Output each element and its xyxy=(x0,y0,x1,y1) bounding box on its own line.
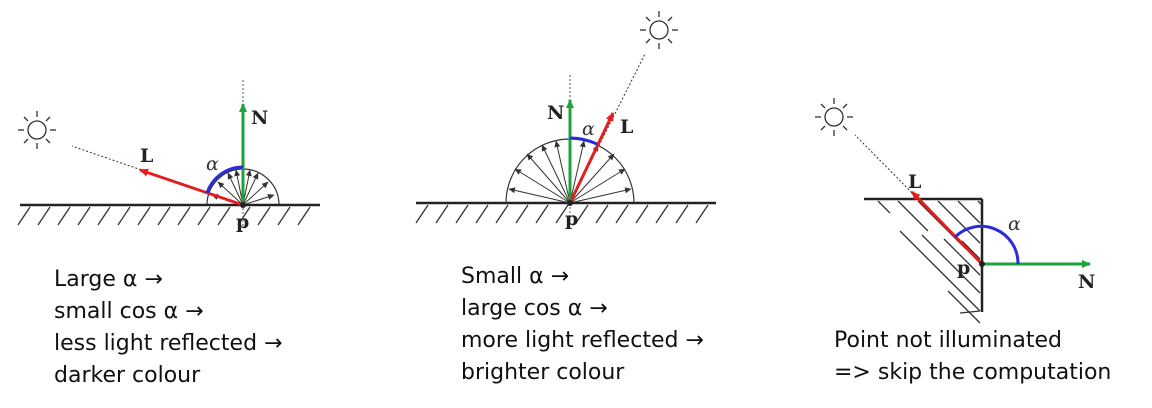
surface-3 xyxy=(864,197,984,324)
point-label-3: p xyxy=(957,257,970,279)
light-label-3: L xyxy=(908,171,921,193)
point-label-1: p xyxy=(236,211,249,233)
surface-point-1 xyxy=(240,202,246,208)
surface-point-3 xyxy=(979,261,985,267)
light-vector-2 xyxy=(568,112,615,204)
caption-small-angle: Small α → large cos α → more light refle… xyxy=(461,261,704,389)
caption-large-angle: Large α → small cos α → less light refle… xyxy=(54,264,282,392)
caption-line: more light reflected → xyxy=(461,328,704,353)
panel-not-illuminated: N L α p xyxy=(815,98,1095,324)
caption-line: brighter colour xyxy=(461,360,625,385)
angle-arc-2 xyxy=(569,136,598,146)
normal-label-1: N xyxy=(251,107,268,129)
angle-label-2: α xyxy=(582,118,595,140)
caption-line: large cos α → xyxy=(461,296,608,321)
panel-large-angle: N L α p xyxy=(17,80,320,233)
surface-point-2 xyxy=(567,200,573,206)
angle-arc-3 xyxy=(953,224,1020,265)
caption-line: Small α → xyxy=(461,264,570,289)
sun-icon xyxy=(640,11,678,49)
panel-small-angle: N L α p xyxy=(415,11,716,230)
sun-icon xyxy=(18,111,56,149)
light-vector-3 xyxy=(910,190,984,266)
surface-2 xyxy=(415,201,716,224)
surface-1 xyxy=(17,203,320,226)
normal-label-3: N xyxy=(1078,271,1095,293)
caption-line: => skip the computation xyxy=(834,360,1112,385)
caption-line: less light reflected → xyxy=(54,331,283,356)
caption-line: small cos α → xyxy=(54,299,204,324)
sun-icon xyxy=(815,98,853,136)
caption-line: Point not illuminated xyxy=(834,328,1063,353)
angle-arc-1 xyxy=(205,165,244,194)
light-vector-1 xyxy=(139,168,244,207)
caption-line: darker colour xyxy=(54,363,201,388)
caption-line: Large α → xyxy=(54,267,163,292)
point-label-2: p xyxy=(565,208,578,230)
light-label-2: L xyxy=(620,116,633,138)
angle-label-3: α xyxy=(1008,213,1021,235)
light-label-1: L xyxy=(140,145,153,167)
angle-label-1: α xyxy=(206,153,219,175)
normal-label-2: N xyxy=(547,102,564,124)
caption-not-illuminated: Point not illuminated => skip the comput… xyxy=(834,325,1111,389)
